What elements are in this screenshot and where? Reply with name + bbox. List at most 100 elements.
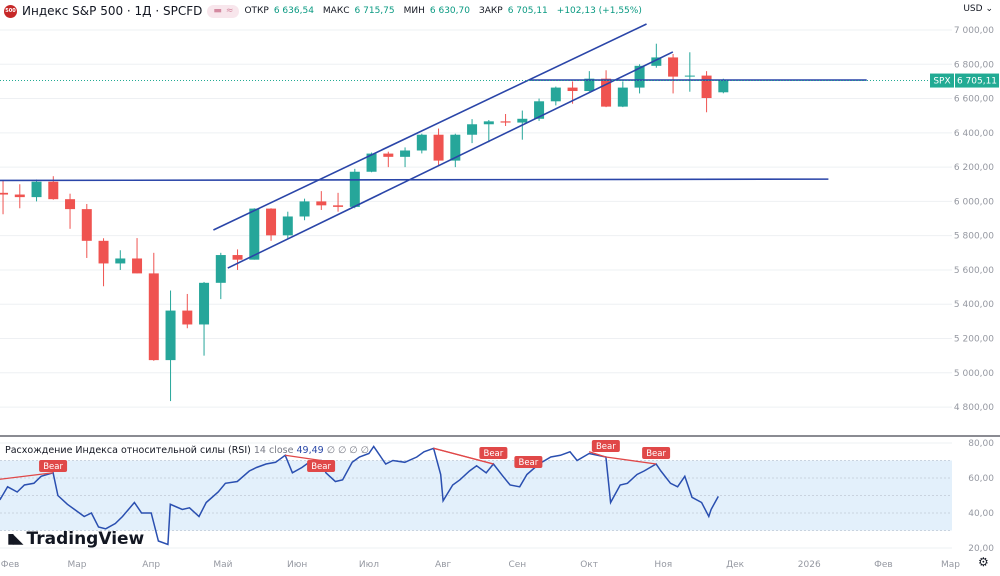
candle-body	[450, 134, 461, 161]
time-tick-label: Май	[213, 560, 232, 570]
candle-body	[534, 101, 545, 119]
price-tick-label: 5 800,00	[954, 232, 994, 242]
candle-body	[182, 310, 193, 325]
rsi-name: Расхождение Индекса относительной силы (…	[5, 445, 251, 456]
candle-body	[550, 87, 561, 102]
time-tick-label: Июл	[359, 560, 379, 570]
rsi-legend[interactable]: Расхождение Индекса относительной силы (…	[5, 445, 369, 457]
change-value: +102,13 (+1,55%)	[556, 6, 642, 16]
close-value: 6 705,11	[507, 6, 548, 16]
candle-body	[483, 121, 494, 125]
approx-icon: ≈	[225, 6, 234, 16]
price-tick-label: 4 800,00	[954, 403, 994, 413]
symbol-header: 500 Индекс S&P 500 · 1Д · SPCFD ▬ ≈ ОТКР 6…	[4, 3, 646, 19]
price-tick-label: 5 600,00	[954, 266, 994, 276]
candle-body	[65, 199, 76, 210]
symbol-title[interactable]: Индекс S&P 500 · 1Д · SPCFD	[22, 4, 203, 18]
time-tick-label: Дек	[726, 560, 745, 570]
time-tick-label: Фев	[1, 560, 20, 570]
indicator-pill[interactable]: ▬ ≈	[207, 4, 240, 18]
candle-body	[282, 216, 293, 236]
price-tick-label: 5 000,00	[954, 369, 994, 379]
candle-body	[416, 134, 427, 151]
settings-gear-icon[interactable]: ⚙	[978, 555, 989, 569]
candle-body	[349, 171, 360, 207]
rsi-params: 14 close	[253, 445, 294, 456]
rsi-tick-label: 40,00	[968, 509, 994, 519]
price-tick-label: 6 400,00	[954, 129, 994, 139]
price-tick-label: 5 400,00	[954, 300, 994, 310]
bear-label: Bear	[646, 449, 666, 459]
rsi-tick-label: 20,00	[968, 544, 994, 554]
bear-divergence-line	[285, 454, 322, 462]
candle-body	[249, 208, 260, 260]
candle-body	[333, 205, 344, 207]
currency-label: USD	[963, 4, 983, 14]
candle-body	[701, 75, 712, 99]
bear-label: Bear	[43, 462, 63, 472]
candle-body	[668, 57, 679, 77]
candle-body	[584, 78, 595, 92]
bear-divergence-line	[0, 472, 54, 480]
candle-body	[433, 134, 444, 161]
open-value: 6 636,54	[273, 6, 314, 16]
high-value: 6 715,75	[354, 6, 395, 16]
candle-body	[132, 258, 143, 274]
candle-body	[48, 181, 59, 200]
candle-body	[383, 153, 394, 157]
candle-body	[617, 87, 628, 107]
price-tick-label: 7 000,00	[954, 26, 994, 36]
candle-body	[199, 282, 210, 325]
candle-body	[0, 192, 9, 195]
price-badge-ticker-bg	[930, 73, 954, 88]
price-tick-label: 6 200,00	[954, 163, 994, 173]
time-tick-label: Мар	[941, 560, 960, 570]
channel-upper	[213, 23, 647, 231]
bear-label-bg	[307, 460, 336, 472]
candle-body	[31, 181, 42, 198]
price-badge-value-bg	[955, 73, 999, 88]
time-tick-label: 2026	[798, 560, 821, 570]
bear-label-bg	[591, 440, 620, 452]
candle-body	[634, 65, 645, 88]
rsi-tick-label: 80,00	[968, 439, 994, 449]
time-tick-label: Сен	[508, 560, 526, 570]
currency-select[interactable]: USD ⌄	[960, 3, 996, 15]
price-tick-label: 6 000,00	[954, 197, 994, 207]
minus-icon: ▬	[213, 6, 222, 16]
price-tick-label: 5 200,00	[954, 335, 994, 345]
time-tick-label: Авг	[435, 560, 451, 570]
candle-body	[500, 121, 511, 123]
time-tick-label: Окт	[580, 560, 598, 570]
candle-body	[266, 208, 277, 236]
time-tick-label: Фев	[874, 560, 893, 570]
price-tick-label: 6 800,00	[954, 60, 994, 70]
bear-divergence-line	[605, 456, 657, 465]
bear-divergence-line	[433, 447, 494, 465]
time-tick-label: Ноя	[654, 560, 672, 570]
candle-body	[567, 87, 578, 92]
low-label: МИН	[403, 6, 425, 16]
candle-body	[165, 310, 176, 361]
bear-label: Bear	[484, 449, 504, 459]
time-tick-label: Июн	[287, 560, 307, 570]
bear-label-bg	[642, 447, 671, 459]
candle-body	[232, 255, 243, 260]
bear-label-bg	[39, 460, 68, 472]
chevron-down-icon: ⌄	[985, 4, 993, 14]
candle-body	[517, 118, 528, 123]
candle-body	[215, 255, 226, 283]
bear-label-bg	[514, 456, 543, 468]
rsi-line	[0, 445, 719, 546]
low-value: 6 630,70	[429, 6, 470, 16]
candle-body	[718, 80, 729, 93]
price-badge-ticker: SPX	[933, 77, 950, 87]
tradingview-watermark: ▮◣ TradingView	[7, 529, 144, 549]
candle-body	[98, 240, 109, 264]
high-label: МАКС	[322, 6, 350, 16]
price-badge-value: 6 705,11	[957, 77, 997, 87]
candle-body	[467, 124, 478, 135]
watermark-text: TradingView	[26, 529, 145, 549]
rsi-tick-label: 60,00	[968, 474, 994, 484]
